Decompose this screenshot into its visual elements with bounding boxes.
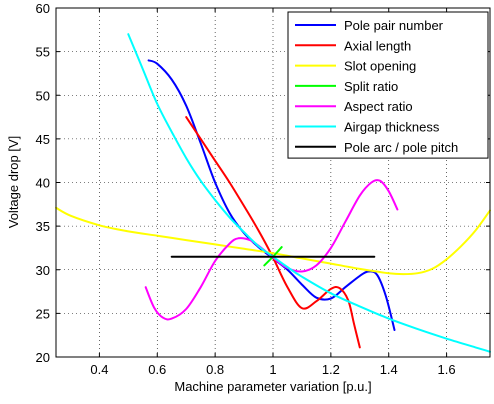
x-tick-label: 0.6 bbox=[148, 362, 166, 377]
x-tick-label: 1 bbox=[269, 362, 276, 377]
legend-label-6: Pole arc / pole pitch bbox=[344, 140, 458, 155]
x-tick-label: 1.6 bbox=[438, 362, 456, 377]
x-tick-label: 1.4 bbox=[380, 362, 398, 377]
x-tick-label: 0.4 bbox=[90, 362, 108, 377]
ticks: 0.4 0.6 0.8 1 1.2 1.4 1.6 20 25 30 35 40 45 50 55 60 bbox=[36, 1, 490, 377]
y-tick-label: 35 bbox=[36, 219, 50, 234]
y-tick-label: 60 bbox=[36, 1, 50, 16]
y-tick-label: 30 bbox=[36, 263, 50, 278]
y-tick-label: 55 bbox=[36, 45, 50, 60]
y-tick-label: 50 bbox=[36, 88, 50, 103]
series-line-2 bbox=[55, 206, 491, 276]
x-tick-label: 1.2 bbox=[322, 362, 340, 377]
legend-label-1: Axial length bbox=[344, 38, 411, 53]
y-tick-label: 45 bbox=[36, 132, 50, 147]
legend-label-0: Pole pair number bbox=[344, 18, 444, 33]
x-axis-label: Machine parameter variation [p.u.] bbox=[174, 379, 371, 394]
legend-label-5: Airgap thickness bbox=[344, 120, 440, 135]
series-line-1 bbox=[185, 116, 361, 349]
y-tick-label: 20 bbox=[36, 350, 50, 365]
legend-label-3: Split ratio bbox=[344, 79, 398, 94]
x-tick-label: 0.8 bbox=[206, 362, 224, 377]
series-line-5 bbox=[127, 33, 491, 353]
legend-label-2: Slot opening bbox=[344, 59, 416, 74]
series-group bbox=[55, 33, 491, 353]
legend-label-4: Aspect ratio bbox=[344, 99, 413, 114]
legend: Pole pair number Axial length Slot opening… bbox=[287, 11, 489, 159]
y-tick-label: 40 bbox=[36, 176, 50, 191]
y-tick-label: 25 bbox=[36, 306, 50, 321]
y-axis-label: Voltage drop [V] bbox=[6, 136, 21, 229]
